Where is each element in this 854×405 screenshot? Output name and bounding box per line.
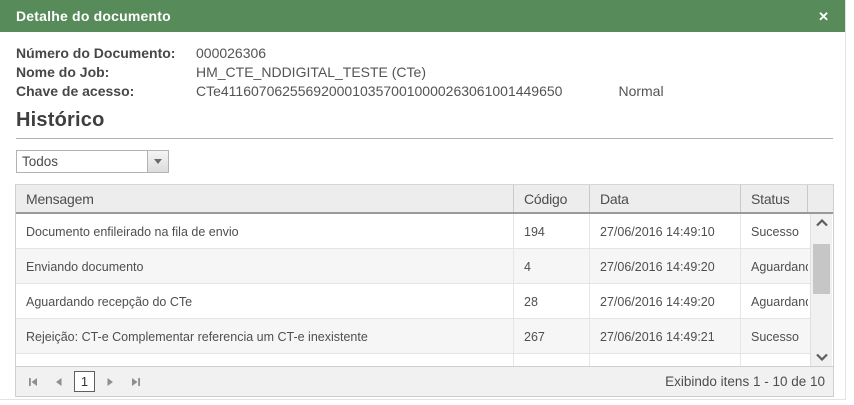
cell-data: 27/06/2016 14:49:20	[590, 249, 741, 283]
numero-documento-label: Número do Documento:	[16, 45, 176, 61]
dialog-title: Detalhe do documento	[16, 8, 171, 24]
info-row-job: Nome do Job: HM_CTE_NDDIGITAL_TESTE (CTe…	[16, 63, 829, 82]
cell-status: Sucesso	[741, 354, 808, 366]
info-row-chave: Chave de acesso: CTe41160706255692000103…	[16, 82, 829, 101]
cell-status: Sucesso	[751, 330, 799, 344]
cell-data: 27/06/2016 14:49:21	[590, 319, 741, 353]
first-page-icon	[29, 377, 37, 386]
chave-acesso-value: CTe4116070625569200010357001000026306100…	[196, 83, 563, 99]
cell-mensagem: Enviando documento	[16, 249, 514, 283]
cell-mensagem: Documento enfileirado na fila de envio	[16, 214, 514, 248]
cell-status: Aguardando	[751, 260, 808, 274]
grid-rows: Documento enfileirado na fila de envio 1…	[16, 214, 810, 366]
cell-codigo: 267	[514, 319, 590, 353]
cell-codigo: 194	[514, 214, 590, 248]
scroll-up-button[interactable]	[811, 214, 832, 232]
table-row[interactable]: Documento enfileirado na fila de envio 1…	[16, 214, 810, 249]
cell-codigo: 99	[514, 354, 590, 366]
cell-data: 27/06/2016 14:49:10	[590, 214, 741, 248]
pager-buttons: 1	[22, 371, 147, 393]
next-page-button[interactable]	[99, 371, 121, 393]
previous-page-icon	[56, 377, 62, 386]
cell-data: 27/06/2016 14:49:22	[590, 354, 741, 366]
chevron-down-icon	[154, 159, 162, 164]
table-row[interactable]: Rejeição: CT-e Complementar referencia u…	[16, 319, 810, 354]
scroll-down-button[interactable]	[811, 348, 832, 366]
cell-data: 27/06/2016 14:49:20	[590, 284, 741, 318]
chevron-down-icon	[815, 353, 828, 361]
next-page-icon	[107, 377, 113, 386]
chave-acesso-label: Chave de acesso:	[16, 83, 135, 99]
last-page-icon	[132, 377, 140, 386]
info-row-numero: Número do Documento: 000026306	[16, 44, 829, 63]
cell-mensagem: Rejeição: CT-e Complementar referencia u…	[16, 319, 514, 353]
pager-status-text: Exibindo itens 1 - 10 de 10	[665, 374, 825, 389]
heading-divider	[16, 138, 833, 139]
vertical-scrollbar[interactable]	[810, 214, 832, 366]
chevron-up-icon	[815, 219, 828, 227]
numero-documento-value: 000026306	[196, 45, 267, 61]
history-grid: Mensagem Código Data Status Documento en…	[15, 184, 834, 367]
status-filter-dropdown[interactable]: Todos	[16, 150, 169, 173]
column-header-codigo[interactable]: Código	[514, 185, 590, 212]
column-header-data[interactable]: Data	[590, 185, 741, 212]
column-header-mensagem[interactable]: Mensagem	[16, 185, 514, 212]
page-number-button[interactable]: 1	[74, 371, 95, 392]
scrollbar-thumb[interactable]	[813, 244, 830, 294]
column-header-spacer	[808, 185, 831, 212]
cell-status: Aguardando	[751, 295, 808, 309]
dropdown-selected-value: Todos	[22, 154, 59, 169]
scrollbar-track[interactable]	[811, 232, 832, 348]
close-icon[interactable]: ✕	[818, 8, 829, 24]
document-type-normal: Normal	[618, 83, 664, 99]
cell-codigo: 28	[514, 284, 590, 318]
cell-mensagem: Checagem da situação do documento realiz…	[16, 354, 514, 366]
cell-codigo: 4	[514, 249, 590, 283]
column-header-status[interactable]: Status	[741, 185, 808, 212]
last-page-button[interactable]	[125, 371, 147, 393]
grid-body: Documento enfileirado na fila de envio 1…	[16, 214, 833, 366]
previous-page-button[interactable]	[48, 371, 70, 393]
grid-pager: 1 Exibindo itens 1 - 10 de 10	[15, 367, 834, 397]
document-detail-dialog: Detalhe do documento ✕ Número do Documen…	[0, 0, 846, 400]
cell-mensagem: Aguardando recepção do CTe	[16, 284, 514, 318]
document-info: Número do Documento: 000026306 Nome do J…	[0, 32, 845, 101]
grid-header-row: Mensagem Código Data Status	[16, 185, 833, 214]
nome-job-label: Nome do Job:	[16, 64, 110, 80]
first-page-button[interactable]	[22, 371, 44, 393]
cell-status: Sucesso	[751, 225, 799, 239]
table-row[interactable]: Checagem da situação do documento realiz…	[16, 354, 810, 366]
table-row[interactable]: Enviando documento 4 27/06/2016 14:49:20…	[16, 249, 810, 284]
dropdown-open-button[interactable]	[147, 151, 168, 172]
dialog-titlebar: Detalhe do documento ✕	[0, 0, 845, 32]
history-heading: Histórico	[16, 109, 105, 131]
nome-job-value: HM_CTE_NDDIGITAL_TESTE (CTe)	[196, 64, 426, 80]
table-row[interactable]: Aguardando recepção do CTe 28 27/06/2016…	[16, 284, 810, 319]
